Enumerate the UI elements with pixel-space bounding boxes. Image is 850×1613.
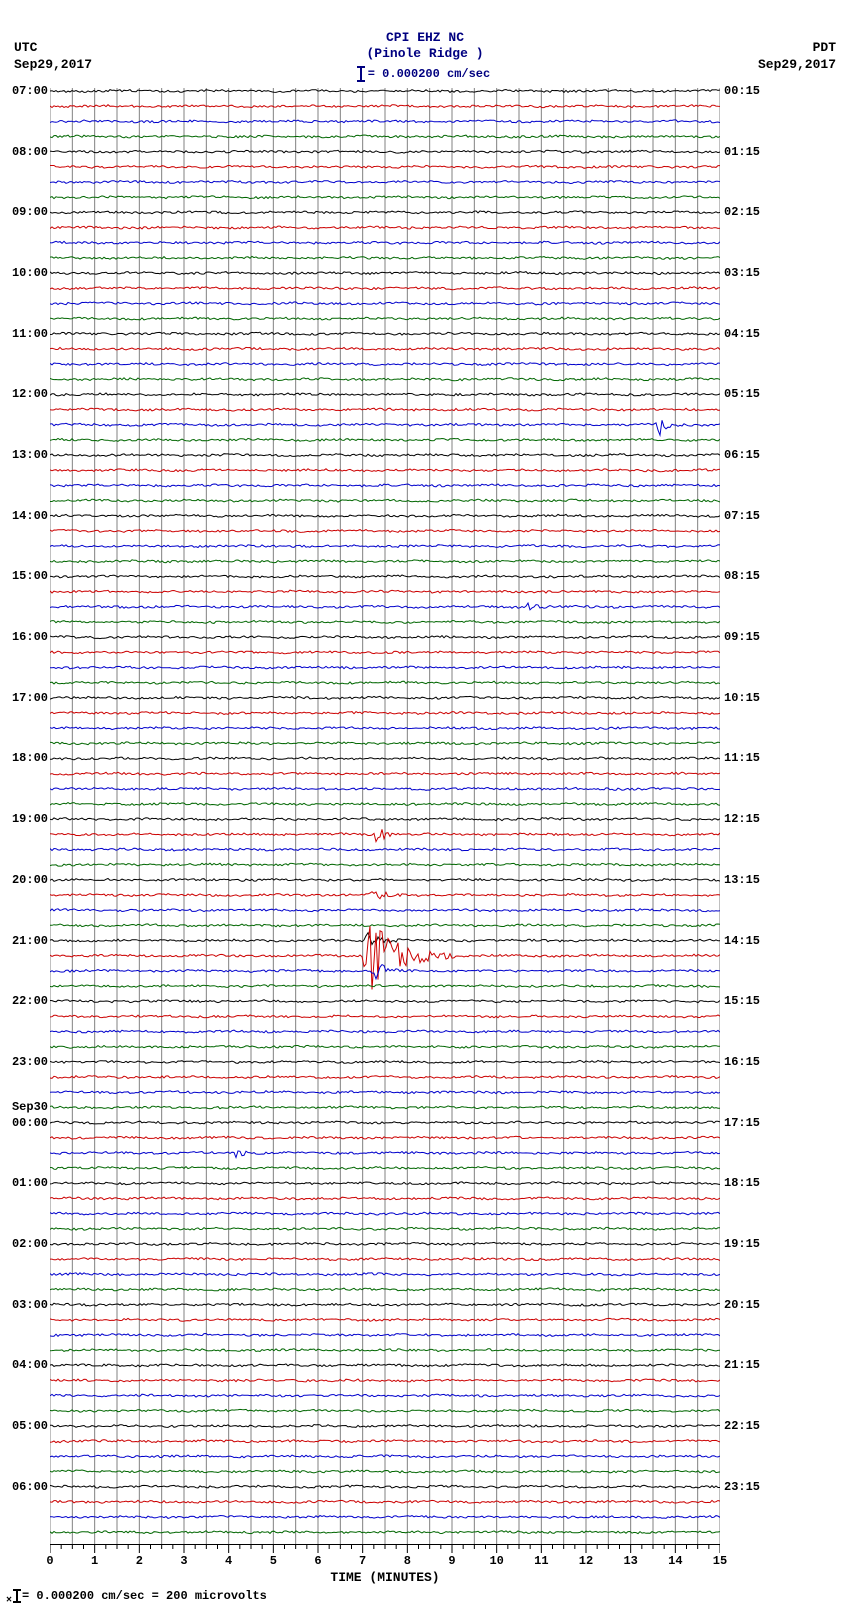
time-label: 02:00: [12, 1237, 48, 1251]
x-axis: TIME (MINUTES) 0123456789101112131415: [50, 1544, 720, 1594]
x-tick-label: 6: [314, 1554, 321, 1568]
x-tick-label: 14: [668, 1554, 682, 1568]
x-axis-label: TIME (MINUTES): [50, 1570, 720, 1585]
time-label: 05:00: [12, 1419, 48, 1433]
x-tick-label: 4: [225, 1554, 232, 1568]
time-label: 09:15: [724, 630, 760, 644]
left-timezone: UTC Sep29,2017: [14, 40, 92, 74]
time-label: 17:00: [12, 691, 48, 705]
x-tick-label: 10: [489, 1554, 503, 1568]
time-label: 16:15: [724, 1055, 760, 1069]
tz-right-date: Sep29,2017: [758, 57, 836, 74]
time-label: 16:00: [12, 630, 48, 644]
time-label: 01:15: [724, 145, 760, 159]
time-label: 18:15: [724, 1176, 760, 1190]
time-label: 12:15: [724, 812, 760, 826]
time-label: 20:00: [12, 873, 48, 887]
time-label: 00:15: [724, 84, 760, 98]
time-label: 23:15: [724, 1480, 760, 1494]
seismogram-plot: [50, 88, 720, 1544]
chart-header: CPI EHZ NC (Pinole Ridge ): [0, 30, 850, 63]
time-label: 01:00: [12, 1176, 48, 1190]
time-label: 10:00: [12, 266, 48, 280]
time-label: 11:00: [12, 327, 48, 341]
time-label: 13:15: [724, 873, 760, 887]
time-label: 22:15: [724, 1419, 760, 1433]
time-label: 06:15: [724, 448, 760, 462]
right-timezone: PDT Sep29,2017: [758, 40, 836, 74]
right-time-axis: 00:1501:1502:1503:1504:1505:1506:1507:15…: [724, 88, 784, 1544]
time-label: 02:15: [724, 205, 760, 219]
scale-text: = 0.000200 cm/sec: [368, 67, 490, 81]
x-tick-label: 9: [448, 1554, 455, 1568]
x-tick-label: 0: [46, 1554, 53, 1568]
time-label: 04:00: [12, 1358, 48, 1372]
seismogram-svg: [50, 88, 720, 1544]
scale-indicator: = 0.000200 cm/sec: [0, 66, 850, 82]
time-label: 07:00: [12, 84, 48, 98]
footer-scale: ×= 0.000200 cm/sec = 200 microvolts: [6, 1589, 267, 1607]
time-label: 00:00: [12, 1116, 48, 1130]
time-label: Sep30: [12, 1100, 48, 1114]
tz-left-date: Sep29,2017: [14, 57, 92, 74]
time-label: 15:00: [12, 569, 48, 583]
x-tick-label: 8: [404, 1554, 411, 1568]
time-label: 10:15: [724, 691, 760, 705]
time-label: 15:15: [724, 994, 760, 1008]
time-label: 20:15: [724, 1298, 760, 1312]
time-label: 12:00: [12, 387, 48, 401]
time-label: 08:15: [724, 569, 760, 583]
time-label: 14:00: [12, 509, 48, 523]
time-label: 05:15: [724, 387, 760, 401]
station-name: (Pinole Ridge ): [0, 46, 850, 62]
scale-bar-icon: [360, 66, 362, 82]
time-label: 21:00: [12, 934, 48, 948]
time-label: 21:15: [724, 1358, 760, 1372]
x-tick-label: 5: [270, 1554, 277, 1568]
time-label: 11:15: [724, 751, 760, 765]
time-label: 17:15: [724, 1116, 760, 1130]
time-label: 08:00: [12, 145, 48, 159]
x-tick-label: 1: [91, 1554, 98, 1568]
time-label: 09:00: [12, 205, 48, 219]
x-tick-label: 3: [180, 1554, 187, 1568]
time-label: 18:00: [12, 751, 48, 765]
left-time-axis: 07:0008:0009:0010:0011:0012:0013:0014:00…: [6, 88, 48, 1544]
x-tick-label: 15: [713, 1554, 727, 1568]
time-label: 13:00: [12, 448, 48, 462]
tz-right-label: PDT: [758, 40, 836, 57]
time-label: 14:15: [724, 934, 760, 948]
time-label: 19:15: [724, 1237, 760, 1251]
x-tick-label: 2: [136, 1554, 143, 1568]
tz-left-label: UTC: [14, 40, 92, 57]
x-tick-label: 11: [534, 1554, 548, 1568]
time-label: 03:15: [724, 266, 760, 280]
time-label: 03:00: [12, 1298, 48, 1312]
time-label: 06:00: [12, 1480, 48, 1494]
x-tick-label: 12: [579, 1554, 593, 1568]
x-tick-label: 7: [359, 1554, 366, 1568]
x-tick-label: 13: [623, 1554, 637, 1568]
time-label: 23:00: [12, 1055, 48, 1069]
footer-scale-bar-icon: [16, 1589, 18, 1603]
time-label: 19:00: [12, 812, 48, 826]
station-id: CPI EHZ NC: [0, 30, 850, 46]
time-label: 04:15: [724, 327, 760, 341]
time-label: 22:00: [12, 994, 48, 1008]
time-label: 07:15: [724, 509, 760, 523]
footer-text: = 0.000200 cm/sec = 200 microvolts: [22, 1590, 267, 1604]
